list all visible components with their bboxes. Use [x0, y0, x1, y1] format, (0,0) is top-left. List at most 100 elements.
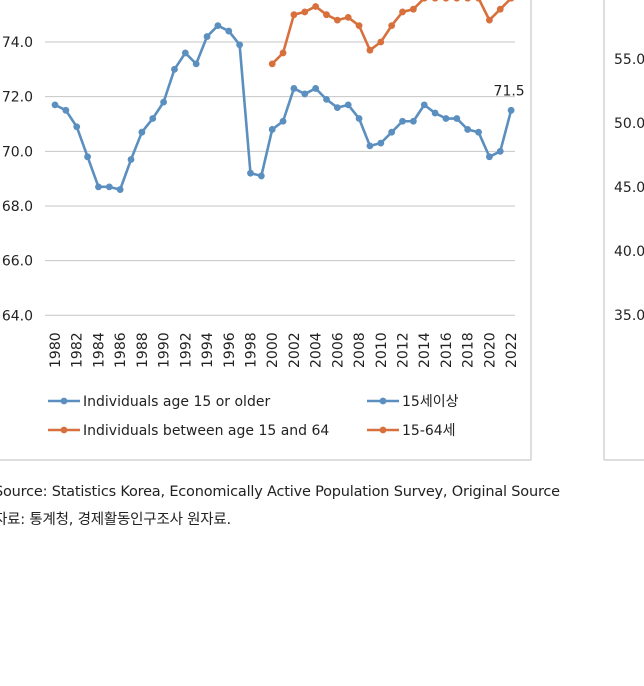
- data-point: [355, 115, 363, 122]
- data-point: [366, 46, 374, 54]
- series-line: [271, 0, 512, 65]
- data-point: [181, 49, 189, 57]
- data-point: [464, 0, 471, 2]
- data-point: [496, 147, 504, 155]
- data-point: [51, 101, 59, 109]
- data-point: [464, 126, 472, 133]
- right-y-tick-label: 40.0: [614, 244, 644, 260]
- data-point: [409, 117, 417, 125]
- data-point: [116, 186, 124, 193]
- source-note-ko: 자료: 통계청, 경제활동인구조사 원자료.: [0, 512, 231, 528]
- y-tick-label: 72.0: [2, 90, 33, 106]
- right-y-tick-label: 55.0: [614, 52, 644, 68]
- right-y-tick-label: 45.0: [614, 180, 644, 196]
- x-tick-label: 1984: [91, 332, 107, 368]
- x-tick-label: 2002: [287, 332, 303, 368]
- data-label: 71.5: [494, 83, 525, 99]
- legend-marker: [60, 426, 68, 434]
- x-tick-label: 2008: [352, 332, 368, 368]
- data-point: [344, 14, 352, 21]
- data-point: [475, 0, 482, 2]
- data-point: [333, 104, 341, 111]
- data-point: [443, 0, 449, 2]
- data-point: [420, 101, 428, 109]
- x-tick-label: 2006: [330, 332, 346, 368]
- data-point: [366, 142, 374, 150]
- data-point: [301, 8, 309, 16]
- x-tick-label: 1986: [113, 332, 129, 368]
- data-point: [355, 22, 363, 30]
- data-point: [236, 41, 244, 49]
- right-y-tick-label: 35.0: [614, 308, 644, 324]
- x-tick-label: 1990: [157, 332, 173, 368]
- data-point: [432, 0, 439, 2]
- data-point: [453, 0, 460, 2]
- data-point: [333, 16, 341, 24]
- x-tick-label: 2022: [504, 332, 520, 368]
- data-point: [486, 16, 493, 24]
- data-point: [149, 115, 157, 122]
- y-tick-label: 74.0: [2, 35, 33, 51]
- data-point: [203, 33, 211, 40]
- data-point: [442, 115, 450, 122]
- series-1: 71.5: [51, 22, 525, 193]
- data-point: [399, 117, 406, 125]
- x-tick-label: 2020: [482, 332, 498, 368]
- legend-item-ko: 15세이상: [367, 394, 459, 410]
- gridlines: [45, 41, 515, 316]
- data-point: [431, 109, 439, 117]
- x-tick-label: 2004: [309, 332, 325, 368]
- data-point: [192, 60, 200, 68]
- x-tick-label: 1996: [222, 332, 238, 368]
- data-point: [399, 8, 406, 16]
- data-point: [388, 22, 396, 30]
- legend-marker: [60, 397, 68, 405]
- x-axis-ticks: 1980 1982 1984 1986 1988 1990 1992 1994 1996 1998…: [48, 332, 520, 368]
- x-tick-label: 2000: [265, 332, 281, 368]
- y-tick-label: 64.0: [2, 308, 33, 324]
- data-point: [323, 11, 330, 19]
- data-point: [409, 5, 417, 13]
- x-tick-label: 2010: [374, 332, 390, 368]
- legend-marker: [379, 397, 387, 405]
- y-tick-label: 66.0: [2, 254, 33, 270]
- data-point: [268, 126, 276, 133]
- data-point: [388, 128, 396, 136]
- data-point: [279, 49, 287, 57]
- data-point: [257, 172, 265, 180]
- data-point: [171, 65, 178, 73]
- x-tick-label: 1998: [243, 332, 259, 368]
- legend: Individuals age 15 or older 15세이상 Individu…: [48, 394, 459, 439]
- data-point: [475, 128, 482, 136]
- data-point: [279, 117, 287, 125]
- x-tick-label: 2016: [439, 332, 455, 368]
- legend-item: Individuals age 15 or older: [48, 394, 270, 410]
- data-point: [508, 0, 515, 2]
- data-point: [377, 38, 385, 46]
- data-point: [290, 11, 298, 19]
- data-point: [84, 153, 91, 161]
- data-point: [312, 3, 320, 10]
- data-point: [105, 183, 113, 191]
- data-point: [62, 106, 70, 114]
- legend-label: Individuals age 15 or older: [83, 394, 270, 410]
- data-point: [214, 22, 222, 30]
- data-point: [73, 123, 81, 131]
- x-tick-label: 1980: [48, 332, 64, 368]
- data-point: [453, 115, 461, 122]
- data-point: [247, 169, 254, 177]
- x-tick-label: 2012: [396, 332, 412, 368]
- x-tick-label: 1992: [178, 332, 194, 368]
- data-point: [486, 153, 493, 161]
- legend-label: Individuals between age 15 and 64: [83, 423, 329, 439]
- series-lines: 71.5: [51, 0, 525, 193]
- x-tick-label: 2018: [461, 332, 477, 368]
- y-tick-label: 70.0: [2, 144, 33, 160]
- legend-label-ko: 15-64세: [402, 423, 456, 439]
- y-tick-label: 68.0: [2, 199, 33, 215]
- data-point: [268, 60, 276, 68]
- x-tick-label: 1988: [135, 332, 151, 368]
- series-2: [268, 0, 515, 68]
- data-point: [323, 95, 330, 103]
